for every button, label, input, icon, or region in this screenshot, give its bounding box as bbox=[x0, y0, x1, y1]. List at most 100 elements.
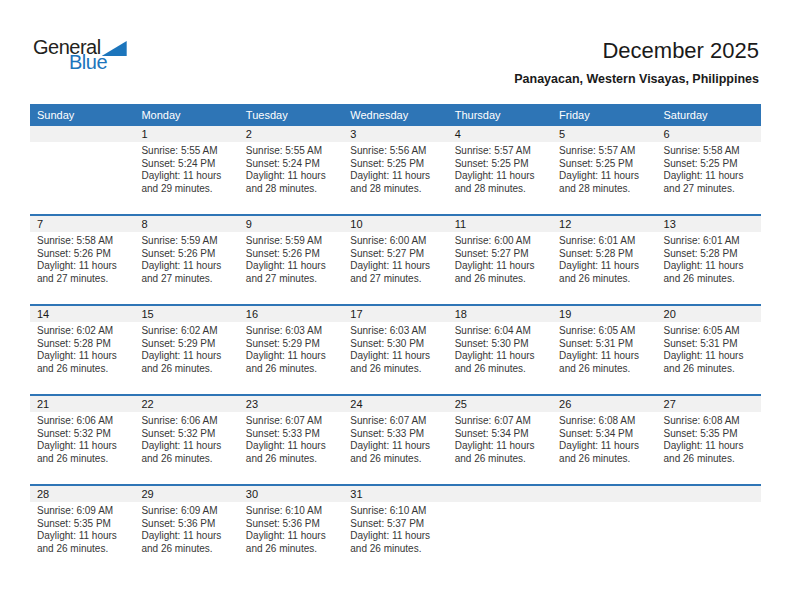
daylight-text: Daylight: 11 hours and 27 minutes. bbox=[141, 260, 233, 285]
weekday-header: Sunday bbox=[30, 104, 134, 126]
sunset-text: Sunset: 5:34 PM bbox=[559, 428, 651, 441]
calendar-week-row: 14151617181920Sunrise: 6:02 AMSunset: 5:… bbox=[30, 304, 761, 394]
daylight-text: Daylight: 11 hours and 26 minutes. bbox=[455, 350, 547, 375]
daylight-text: Daylight: 11 hours and 26 minutes. bbox=[455, 440, 547, 465]
sunrise-text: Sunrise: 6:00 AM bbox=[455, 235, 547, 248]
day-number: 17 bbox=[343, 306, 447, 322]
sunrise-text: Sunrise: 6:03 AM bbox=[246, 325, 338, 338]
sunrise-text: Sunrise: 5:58 AM bbox=[664, 145, 756, 158]
day-number bbox=[30, 126, 134, 142]
day-number: 25 bbox=[448, 396, 552, 412]
day-number: 10 bbox=[343, 216, 447, 232]
sunset-text: Sunset: 5:26 PM bbox=[246, 248, 338, 261]
sunrise-text: Sunrise: 6:01 AM bbox=[664, 235, 756, 248]
day-cell: Sunrise: 6:05 AMSunset: 5:31 PMDaylight:… bbox=[552, 322, 656, 394]
sunrise-text: Sunrise: 6:10 AM bbox=[246, 505, 338, 518]
daylight-text: Daylight: 11 hours and 28 minutes. bbox=[455, 170, 547, 195]
calendar-table: SundayMondayTuesdayWednesdayThursdayFrid… bbox=[30, 104, 761, 574]
day-cell: Sunrise: 5:57 AMSunset: 5:25 PMDaylight:… bbox=[448, 142, 552, 214]
day-cell: Sunrise: 6:07 AMSunset: 5:34 PMDaylight:… bbox=[448, 412, 552, 484]
daylight-text: Daylight: 11 hours and 27 minutes. bbox=[37, 260, 129, 285]
day-cell: Sunrise: 5:58 AMSunset: 5:25 PMDaylight:… bbox=[657, 142, 761, 214]
sunset-text: Sunset: 5:36 PM bbox=[246, 518, 338, 531]
sunrise-text: Sunrise: 6:07 AM bbox=[455, 415, 547, 428]
sunrise-text: Sunrise: 6:10 AM bbox=[350, 505, 442, 518]
day-cell: Sunrise: 6:09 AMSunset: 5:35 PMDaylight:… bbox=[30, 502, 134, 574]
sunrise-text: Sunrise: 5:58 AM bbox=[37, 235, 129, 248]
sunset-text: Sunset: 5:31 PM bbox=[559, 338, 651, 351]
sunset-text: Sunset: 5:26 PM bbox=[37, 248, 129, 261]
sunset-text: Sunset: 5:25 PM bbox=[350, 158, 442, 171]
sunset-text: Sunset: 5:26 PM bbox=[141, 248, 233, 261]
daylight-text: Daylight: 11 hours and 26 minutes. bbox=[141, 440, 233, 465]
daylight-text: Daylight: 11 hours and 26 minutes. bbox=[350, 440, 442, 465]
sunrise-text: Sunrise: 6:08 AM bbox=[559, 415, 651, 428]
day-cell: Sunrise: 6:10 AMSunset: 5:36 PMDaylight:… bbox=[239, 502, 343, 574]
day-cell: Sunrise: 5:57 AMSunset: 5:25 PMDaylight:… bbox=[552, 142, 656, 214]
sunset-text: Sunset: 5:28 PM bbox=[664, 248, 756, 261]
sunset-text: Sunset: 5:36 PM bbox=[141, 518, 233, 531]
weekday-header: Saturday bbox=[657, 104, 761, 126]
sunrise-text: Sunrise: 6:07 AM bbox=[350, 415, 442, 428]
weekday-header-row: SundayMondayTuesdayWednesdayThursdayFrid… bbox=[30, 104, 761, 126]
daylight-text: Daylight: 11 hours and 29 minutes. bbox=[141, 170, 233, 195]
day-number: 12 bbox=[552, 216, 656, 232]
daylight-text: Daylight: 11 hours and 26 minutes. bbox=[246, 530, 338, 555]
sunset-text: Sunset: 5:32 PM bbox=[37, 428, 129, 441]
day-cell: Sunrise: 6:07 AMSunset: 5:33 PMDaylight:… bbox=[343, 412, 447, 484]
sunrise-text: Sunrise: 6:07 AM bbox=[246, 415, 338, 428]
day-cell: Sunrise: 5:55 AMSunset: 5:24 PMDaylight:… bbox=[239, 142, 343, 214]
day-cell: Sunrise: 5:56 AMSunset: 5:25 PMDaylight:… bbox=[343, 142, 447, 214]
calendar-week-row: 123456Sunrise: 5:55 AMSunset: 5:24 PMDay… bbox=[30, 126, 761, 214]
day-cell: Sunrise: 6:09 AMSunset: 5:36 PMDaylight:… bbox=[134, 502, 238, 574]
day-number: 16 bbox=[239, 306, 343, 322]
day-number: 18 bbox=[448, 306, 552, 322]
day-cell: Sunrise: 5:59 AMSunset: 5:26 PMDaylight:… bbox=[239, 232, 343, 304]
day-number: 14 bbox=[30, 306, 134, 322]
sunrise-text: Sunrise: 6:09 AM bbox=[141, 505, 233, 518]
daylight-text: Daylight: 11 hours and 28 minutes. bbox=[350, 170, 442, 195]
daylight-text: Daylight: 11 hours and 26 minutes. bbox=[559, 440, 651, 465]
weekday-header: Tuesday bbox=[239, 104, 343, 126]
sunset-text: Sunset: 5:37 PM bbox=[350, 518, 442, 531]
sunrise-text: Sunrise: 5:59 AM bbox=[246, 235, 338, 248]
day-details-row: Sunrise: 6:06 AMSunset: 5:32 PMDaylight:… bbox=[30, 412, 761, 484]
calendar-week-row: 78910111213Sunrise: 5:58 AMSunset: 5:26 … bbox=[30, 214, 761, 304]
day-number: 2 bbox=[239, 126, 343, 142]
day-number: 23 bbox=[239, 396, 343, 412]
day-cell: Sunrise: 6:02 AMSunset: 5:28 PMDaylight:… bbox=[30, 322, 134, 394]
day-cell: Sunrise: 6:00 AMSunset: 5:27 PMDaylight:… bbox=[448, 232, 552, 304]
day-cell bbox=[657, 502, 761, 574]
daylight-text: Daylight: 11 hours and 26 minutes. bbox=[350, 530, 442, 555]
daylight-text: Daylight: 11 hours and 27 minutes. bbox=[664, 170, 756, 195]
sunset-text: Sunset: 5:35 PM bbox=[37, 518, 129, 531]
daylight-text: Daylight: 11 hours and 26 minutes. bbox=[246, 440, 338, 465]
daylight-text: Daylight: 11 hours and 26 minutes. bbox=[559, 260, 651, 285]
sunrise-text: Sunrise: 6:00 AM bbox=[350, 235, 442, 248]
sunset-text: Sunset: 5:27 PM bbox=[455, 248, 547, 261]
day-cell bbox=[552, 502, 656, 574]
day-number: 19 bbox=[552, 306, 656, 322]
weekday-header: Wednesday bbox=[343, 104, 447, 126]
day-number: 4 bbox=[448, 126, 552, 142]
day-cell: Sunrise: 6:00 AMSunset: 5:27 PMDaylight:… bbox=[343, 232, 447, 304]
daylight-text: Daylight: 11 hours and 26 minutes. bbox=[664, 350, 756, 375]
sunset-text: Sunset: 5:33 PM bbox=[246, 428, 338, 441]
sunset-text: Sunset: 5:33 PM bbox=[350, 428, 442, 441]
day-details-row: Sunrise: 6:09 AM Sunset: 5:35 PM Daylight:… bbox=[30, 502, 761, 574]
day-cell: Sunrise: 6:06 AMSunset: 5:32 PMDaylight:… bbox=[30, 412, 134, 484]
sunset-text: Sunset: 5:25 PM bbox=[455, 158, 547, 171]
day-number-band: 123456 bbox=[30, 126, 761, 142]
location-subtitle: Panayacan, Western Visayas, Philippines bbox=[514, 72, 759, 86]
weekday-header: Monday bbox=[134, 104, 238, 126]
day-number bbox=[657, 486, 761, 502]
day-number: 22 bbox=[134, 396, 238, 412]
day-number: 11 bbox=[448, 216, 552, 232]
sunrise-text: Sunrise: 6:08 AM bbox=[664, 415, 756, 428]
calendar-week-row: 28293031Sunrise: 6:09 AMSunset: 5:35 PMD… bbox=[30, 484, 761, 574]
day-cell: Sunrise: 5:58 AMSunset: 5:26 PMDaylight:… bbox=[30, 232, 134, 304]
sunset-text: Sunset: 5:25 PM bbox=[559, 158, 651, 171]
day-cell: Sunrise: 6:10 AMSunset: 5:37 PMDaylight:… bbox=[343, 502, 447, 574]
sunrise-text: Sunrise: 6:03 AM bbox=[350, 325, 442, 338]
sunset-text: Sunset: 5:32 PM bbox=[141, 428, 233, 441]
